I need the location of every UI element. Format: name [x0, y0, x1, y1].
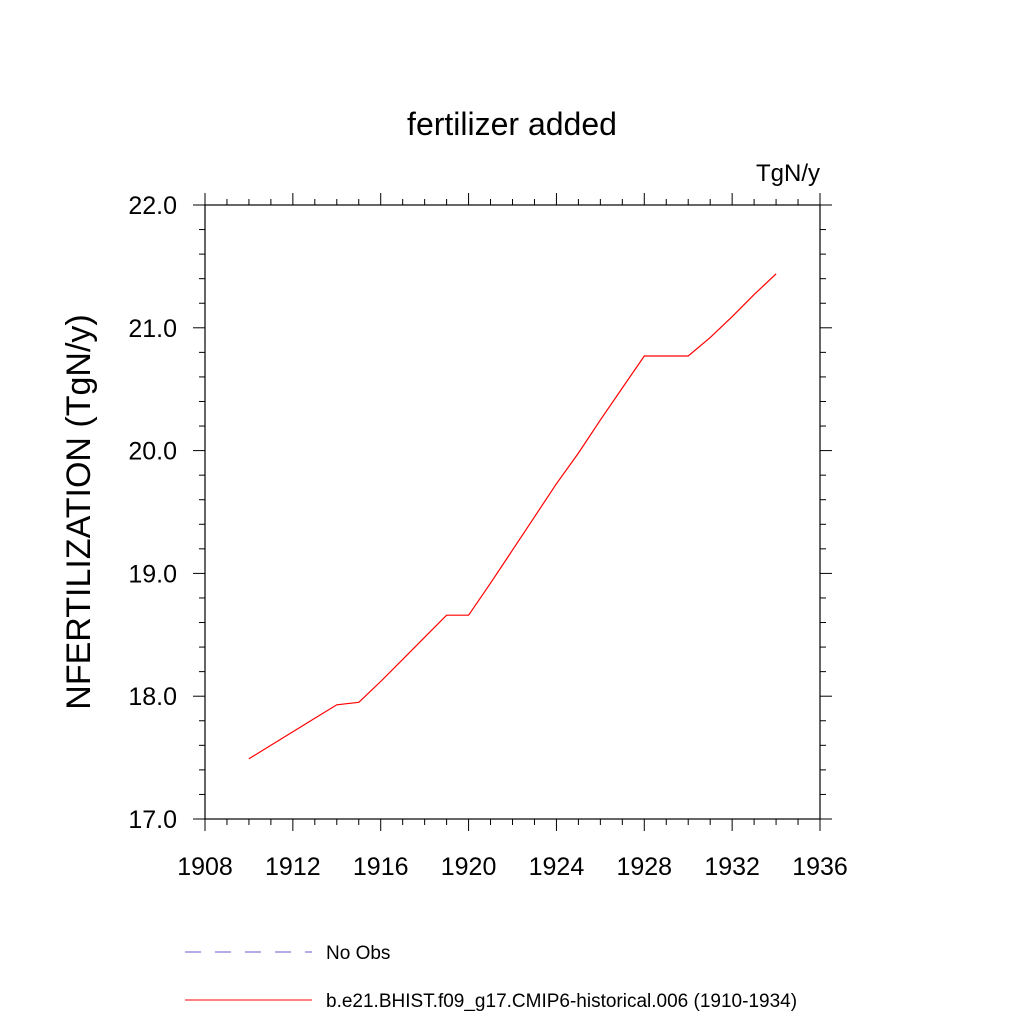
y-tick-label: 20.0 [128, 438, 177, 466]
x-tick-label: 1912 [265, 853, 321, 881]
legend-label: b.e21.BHIST.f09_g17.CMIP6-historical.006… [326, 991, 797, 1012]
legend-label: No Obs [326, 943, 390, 964]
x-tick-label: 1936 [792, 853, 848, 881]
chart-title: fertilizer added [407, 106, 617, 142]
y-tick-label: 19.0 [128, 560, 177, 588]
series-line [248, 273, 777, 760]
data-series [248, 273, 777, 760]
legend: No Obs b.e21.BHIST.f09_g17.CMIP6-historic… [185, 943, 797, 1012]
x-tick-label: 1924 [529, 853, 585, 881]
y-axis-label: NFERTILIZATION (TgN/y) [60, 314, 98, 709]
y-tick-label: 17.0 [128, 806, 177, 834]
x-tick-label: 1916 [353, 853, 409, 881]
x-tick-label: 1928 [616, 853, 672, 881]
axis-tick-labels: 1908 1912 1916 1920 1924 1928 1932 1936 17.0 18.0… [128, 192, 847, 881]
axis-ticks [193, 193, 832, 831]
y-tick-label: 18.0 [128, 683, 177, 711]
y-tick-label: 21.0 [128, 315, 177, 343]
units-label: TgN/y [756, 160, 820, 187]
plot-frame [204, 204, 821, 820]
x-tick-label: 1908 [177, 853, 233, 881]
x-tick-label: 1932 [704, 853, 760, 881]
y-tick-label: 22.0 [128, 192, 177, 220]
x-tick-label: 1920 [441, 853, 497, 881]
